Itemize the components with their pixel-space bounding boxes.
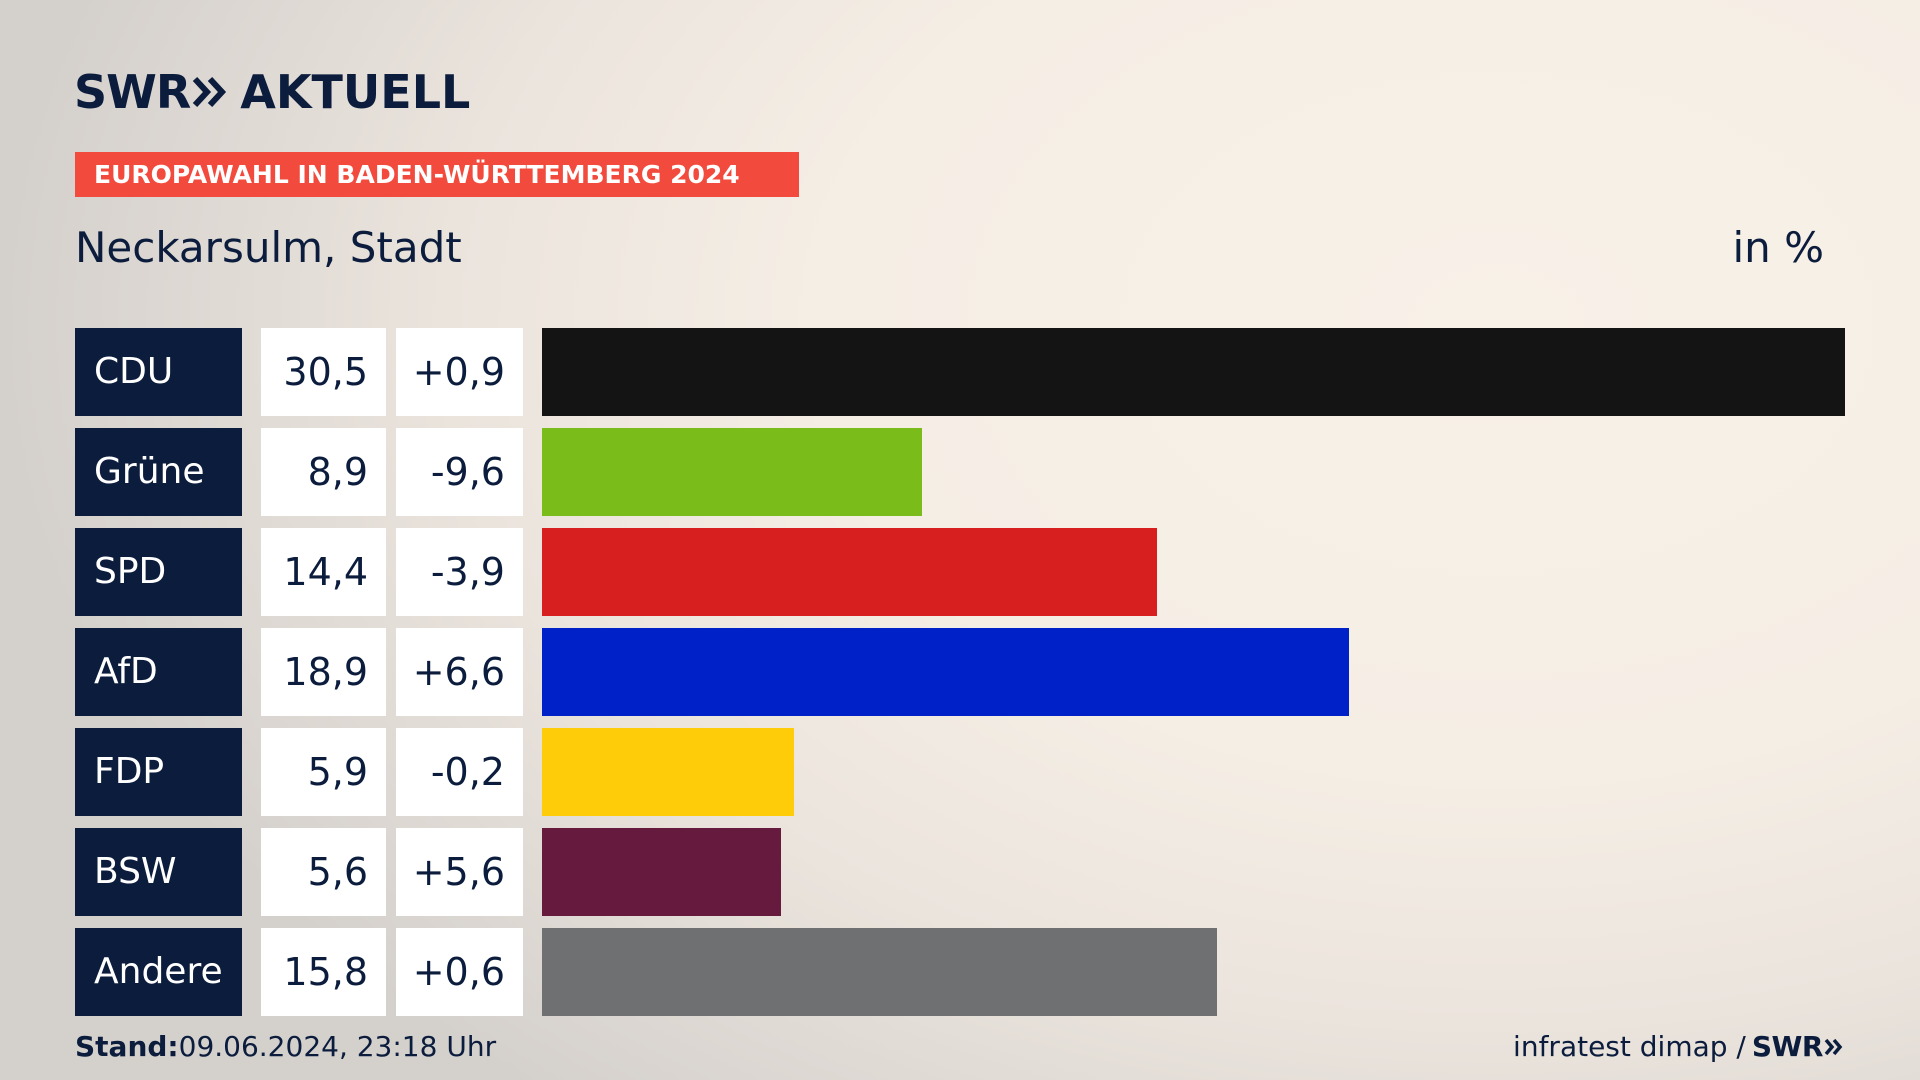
party-label: SPD	[75, 528, 242, 616]
change-label: +0,6	[396, 928, 523, 1016]
party-label: CDU	[75, 328, 242, 416]
vote-share-label: 5,9	[261, 728, 386, 816]
party-label: AfD	[75, 628, 242, 716]
vote-share-label: 18,9	[261, 628, 386, 716]
result-row: Grüne 8,9 -9,6	[0, 428, 1920, 516]
logo-aktuell-text: AKTUELL	[240, 65, 471, 119]
timestamp: Stand:09.06.2024, 23:18 Uhr	[75, 1030, 496, 1064]
change-label: -9,6	[396, 428, 523, 516]
unit-label: in %	[1732, 223, 1824, 272]
source-swr-logo: SWR	[1751, 1030, 1824, 1063]
bar	[542, 328, 1845, 416]
bar	[542, 728, 794, 816]
bar	[542, 928, 1217, 1016]
result-row: FDP 5,9 -0,2	[0, 728, 1920, 816]
party-label: BSW	[75, 828, 242, 916]
bar	[542, 528, 1157, 616]
change-label: +6,6	[396, 628, 523, 716]
change-label: -3,9	[396, 528, 523, 616]
vote-share-label: 14,4	[261, 528, 386, 616]
logo-swr-text: SWR	[74, 65, 191, 119]
stand-label: Stand:	[75, 1030, 179, 1063]
party-label: Andere	[75, 928, 242, 1016]
change-label: +5,6	[396, 828, 523, 916]
swr-aktuell-logo: SWR AKTUELL	[74, 68, 470, 116]
change-label: -0,2	[396, 728, 523, 816]
chart-subtitle: Neckarsulm, Stadt	[75, 223, 462, 272]
vote-share-label: 15,8	[261, 928, 386, 1016]
vote-share-label: 30,5	[261, 328, 386, 416]
change-label: +0,9	[396, 328, 523, 416]
vote-share-label: 5,6	[261, 828, 386, 916]
source-credit: infratest dimap / SWR	[1513, 1030, 1844, 1064]
double-chevron-icon	[193, 76, 227, 108]
election-badge: EUROPAWAHL IN BADEN-WÜRTTEMBERG 2024	[75, 152, 799, 197]
vote-share-label: 8,9	[261, 428, 386, 516]
party-label: FDP	[75, 728, 242, 816]
bar	[542, 828, 781, 916]
stand-value: 09.06.2024, 23:18 Uhr	[178, 1030, 497, 1063]
result-row: Andere 15,8 +0,6	[0, 928, 1920, 1016]
result-row: BSW 5,6 +5,6	[0, 828, 1920, 916]
bar	[542, 628, 1349, 716]
result-row: CDU 30,5 +0,9	[0, 328, 1920, 416]
result-row: SPD 14,4 -3,9	[0, 528, 1920, 616]
party-label: Grüne	[75, 428, 242, 516]
double-chevron-small-icon	[1824, 1038, 1843, 1056]
bar	[542, 428, 922, 516]
result-row: AfD 18,9 +6,6	[0, 628, 1920, 716]
source-text: infratest dimap /	[1513, 1030, 1746, 1063]
